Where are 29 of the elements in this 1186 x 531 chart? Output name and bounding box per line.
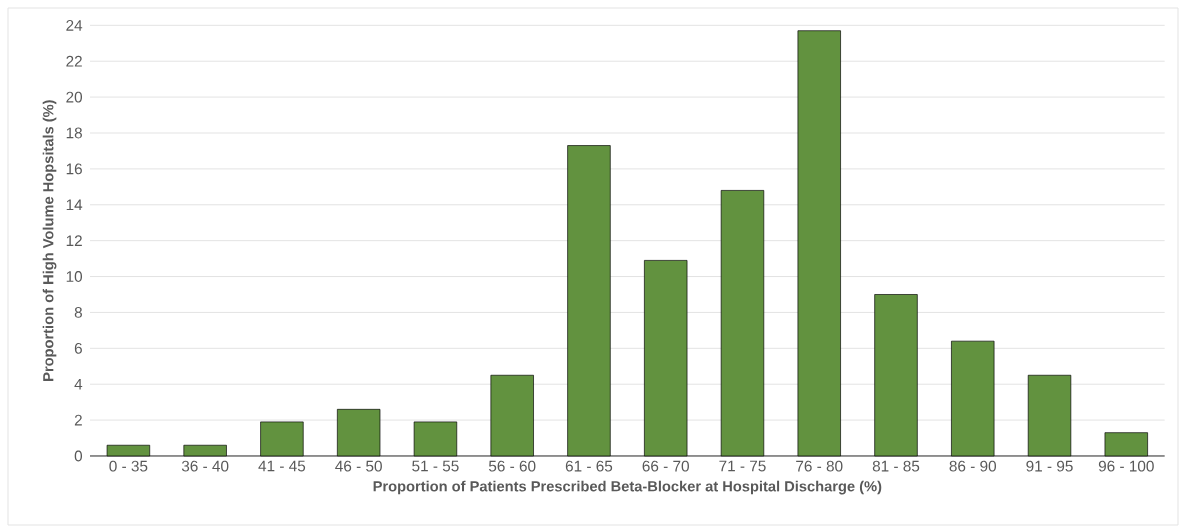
x-tick-label: 0 - 35 bbox=[109, 460, 148, 472]
x-tick-label: 36 - 40 bbox=[181, 460, 229, 472]
y-tick-label: 16 bbox=[66, 163, 82, 175]
x-tick-label: 56 - 60 bbox=[488, 460, 536, 472]
y-tick-label: 2 bbox=[74, 414, 82, 426]
x-tick-label: 66 - 70 bbox=[642, 460, 689, 472]
x-tick-label: 71 - 75 bbox=[719, 460, 766, 472]
x-tick-label: 96 - 100 bbox=[1098, 460, 1154, 472]
y-tick-label: 20 bbox=[66, 91, 83, 103]
y-axis-title: Proportion of High Volume Hopsitals (%) bbox=[42, 100, 57, 381]
y-tick-label: 4 bbox=[74, 378, 83, 390]
x-tick-label: 46 - 50 bbox=[335, 460, 382, 472]
x-tick-label: 41 - 45 bbox=[258, 460, 306, 472]
x-tick-label: 81 - 85 bbox=[872, 460, 920, 472]
y-tick-label: 10 bbox=[66, 271, 83, 282]
x-tick-label: 86 - 90 bbox=[949, 460, 997, 472]
y-tick-label: 0 bbox=[74, 450, 83, 462]
x-tick-label: 51 - 55 bbox=[412, 460, 459, 472]
x-tick-label: 76 - 80 bbox=[796, 460, 843, 472]
y-tick-label: 14 bbox=[66, 199, 83, 211]
y-tick-label: 12 bbox=[66, 235, 82, 247]
y-tick-label: 22 bbox=[66, 55, 82, 67]
x-axis-title: Proportion of Patients Prescribed Beta-Blocker at Hospital Discharge (%) bbox=[373, 480, 882, 495]
x-tick-label: 61 - 65 bbox=[565, 460, 613, 472]
x-tick-label: 91 - 95 bbox=[1026, 460, 1073, 472]
y-tick-label: 24 bbox=[66, 19, 83, 31]
y-tick-label: 6 bbox=[74, 342, 82, 354]
y-tick-label: 18 bbox=[66, 127, 82, 139]
y-tick-label: 8 bbox=[74, 307, 82, 318]
